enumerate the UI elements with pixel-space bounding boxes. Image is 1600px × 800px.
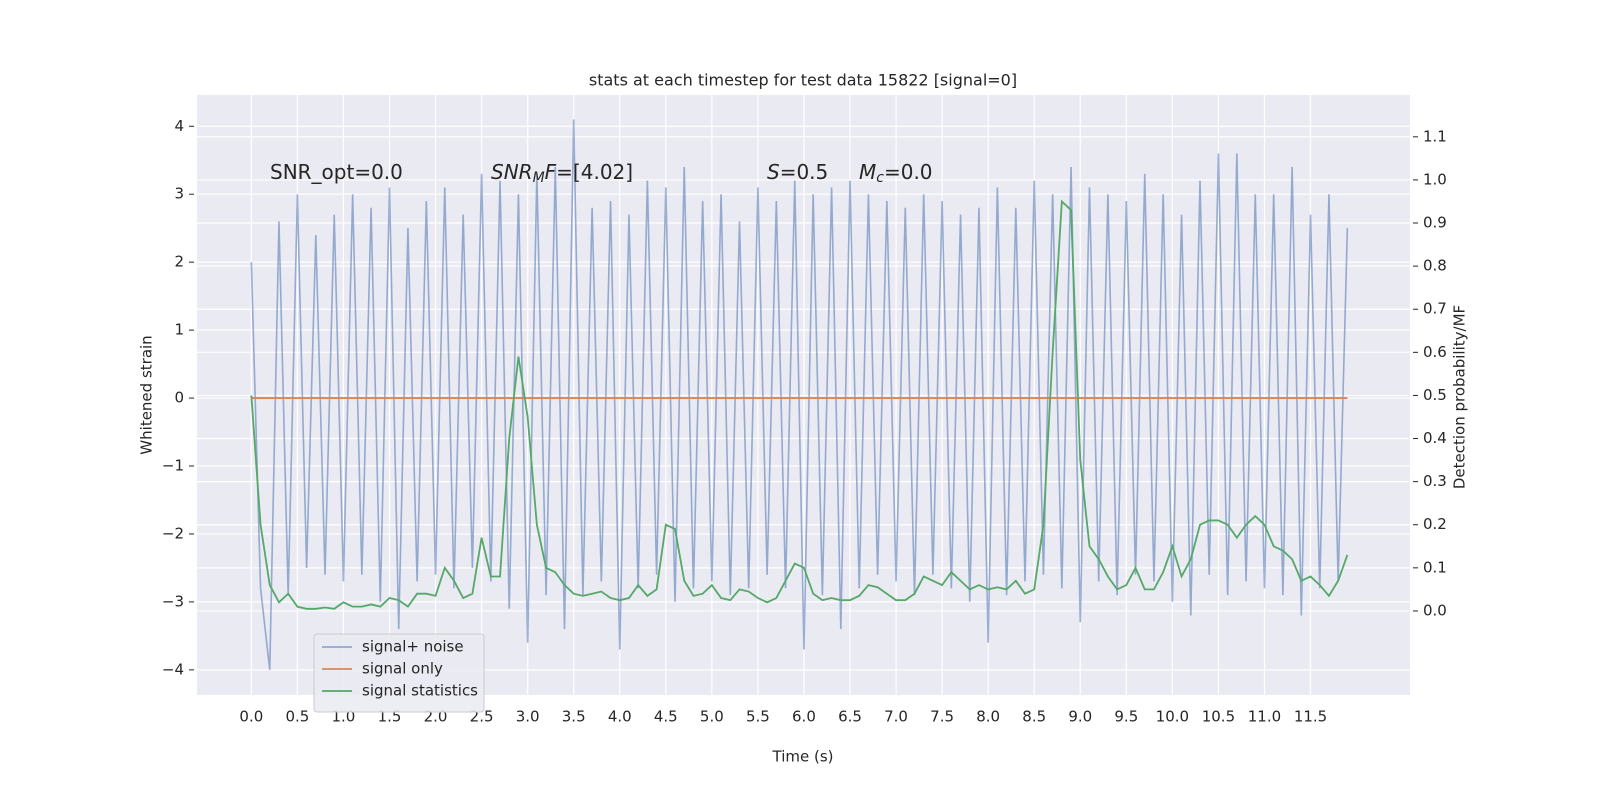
x-tick-label: 11.0 xyxy=(1248,708,1281,726)
annotation-part: =[4.02] xyxy=(556,160,633,184)
x-tick-label: 6.0 xyxy=(792,708,816,726)
x-tick-label: 6.5 xyxy=(838,708,862,726)
x-tick-label: 4.5 xyxy=(654,708,678,726)
y-tick-label: 1 xyxy=(174,321,184,339)
y-tick-label: 4 xyxy=(174,117,184,135)
y2-axis-label: Detection probability/MF xyxy=(1451,305,1469,489)
annotation-part: =0.0 xyxy=(884,160,933,184)
series-line xyxy=(250,199,1349,610)
x-tick-label: 7.5 xyxy=(930,708,954,726)
annotation-part: M xyxy=(533,170,545,186)
y2-tick-label: 0.3 xyxy=(1423,472,1447,490)
annotation: SNRMF=[4.02] xyxy=(491,160,633,187)
y2-tick-label: 0.4 xyxy=(1423,429,1447,447)
chart-title: stats at each timestep for test data 158… xyxy=(589,71,1017,90)
y-tick-label: 0 xyxy=(174,389,184,407)
x-tick-label: 9.0 xyxy=(1068,708,1092,726)
y-tick-label: 3 xyxy=(174,185,184,203)
y2-tick-label: 1.0 xyxy=(1423,170,1447,188)
y-tick-label: −3 xyxy=(162,592,184,610)
annotation: Mc=0.0 xyxy=(859,160,933,187)
annotation-part: SNR xyxy=(491,160,533,184)
legend-box xyxy=(313,633,485,713)
legend-label: signal only xyxy=(362,660,443,678)
x-tick-label: 11.5 xyxy=(1294,708,1327,726)
x-tick-label: 0.5 xyxy=(285,708,309,726)
y-tick-label: 2 xyxy=(174,253,184,271)
x-tick-label: 3.0 xyxy=(516,708,540,726)
annotation: S=0.5 xyxy=(767,160,828,184)
y2-tick-label: 0.5 xyxy=(1423,386,1447,404)
y2-tick-label: 1.1 xyxy=(1423,127,1447,145)
x-tick-label: 8.0 xyxy=(976,708,1000,726)
x-tick-label: 8.5 xyxy=(1022,708,1046,726)
y2-tick-label: 0.7 xyxy=(1423,300,1447,318)
x-tick-label: 5.5 xyxy=(746,708,770,726)
annotation-part: S xyxy=(767,160,780,184)
annotation-part: SNR_opt=0.0 xyxy=(270,160,403,184)
y2-tick-label: 0.0 xyxy=(1423,601,1447,619)
y-tick-label: −1 xyxy=(162,457,184,475)
y-tick-label: −2 xyxy=(162,524,184,542)
x-tick-label: 0.0 xyxy=(239,708,263,726)
x-tick-label: 10.0 xyxy=(1156,708,1189,726)
legend-label: signal statistics xyxy=(362,682,478,700)
x-tick-label: 5.0 xyxy=(700,708,724,726)
y2-tick-label: 0.8 xyxy=(1423,257,1447,275)
annotation: SNR_opt=0.0 xyxy=(270,160,403,184)
x-tick-label: 4.0 xyxy=(608,708,632,726)
annotation-part: M xyxy=(859,160,876,184)
x-axis-label: Time (s) xyxy=(772,748,834,766)
legend-label: signal+ noise xyxy=(362,638,464,656)
y-axis-label: Whitened strain xyxy=(138,335,156,454)
y-tick-label: −4 xyxy=(162,660,184,678)
series-line xyxy=(250,119,1349,670)
x-tick-label: 7.0 xyxy=(884,708,908,726)
annotation-part: =0.5 xyxy=(780,160,829,184)
annotation-part: F xyxy=(545,160,557,184)
x-tick-label: 3.5 xyxy=(562,708,586,726)
y2-tick-label: 0.9 xyxy=(1423,214,1447,232)
annotation-part: c xyxy=(876,170,884,186)
y2-tick-label: 0.1 xyxy=(1423,558,1447,576)
x-tick-label: 10.5 xyxy=(1202,708,1235,726)
y2-tick-label: 0.6 xyxy=(1423,343,1447,361)
y2-tick-label: 0.2 xyxy=(1423,515,1447,533)
x-tick-label: 9.5 xyxy=(1114,708,1138,726)
